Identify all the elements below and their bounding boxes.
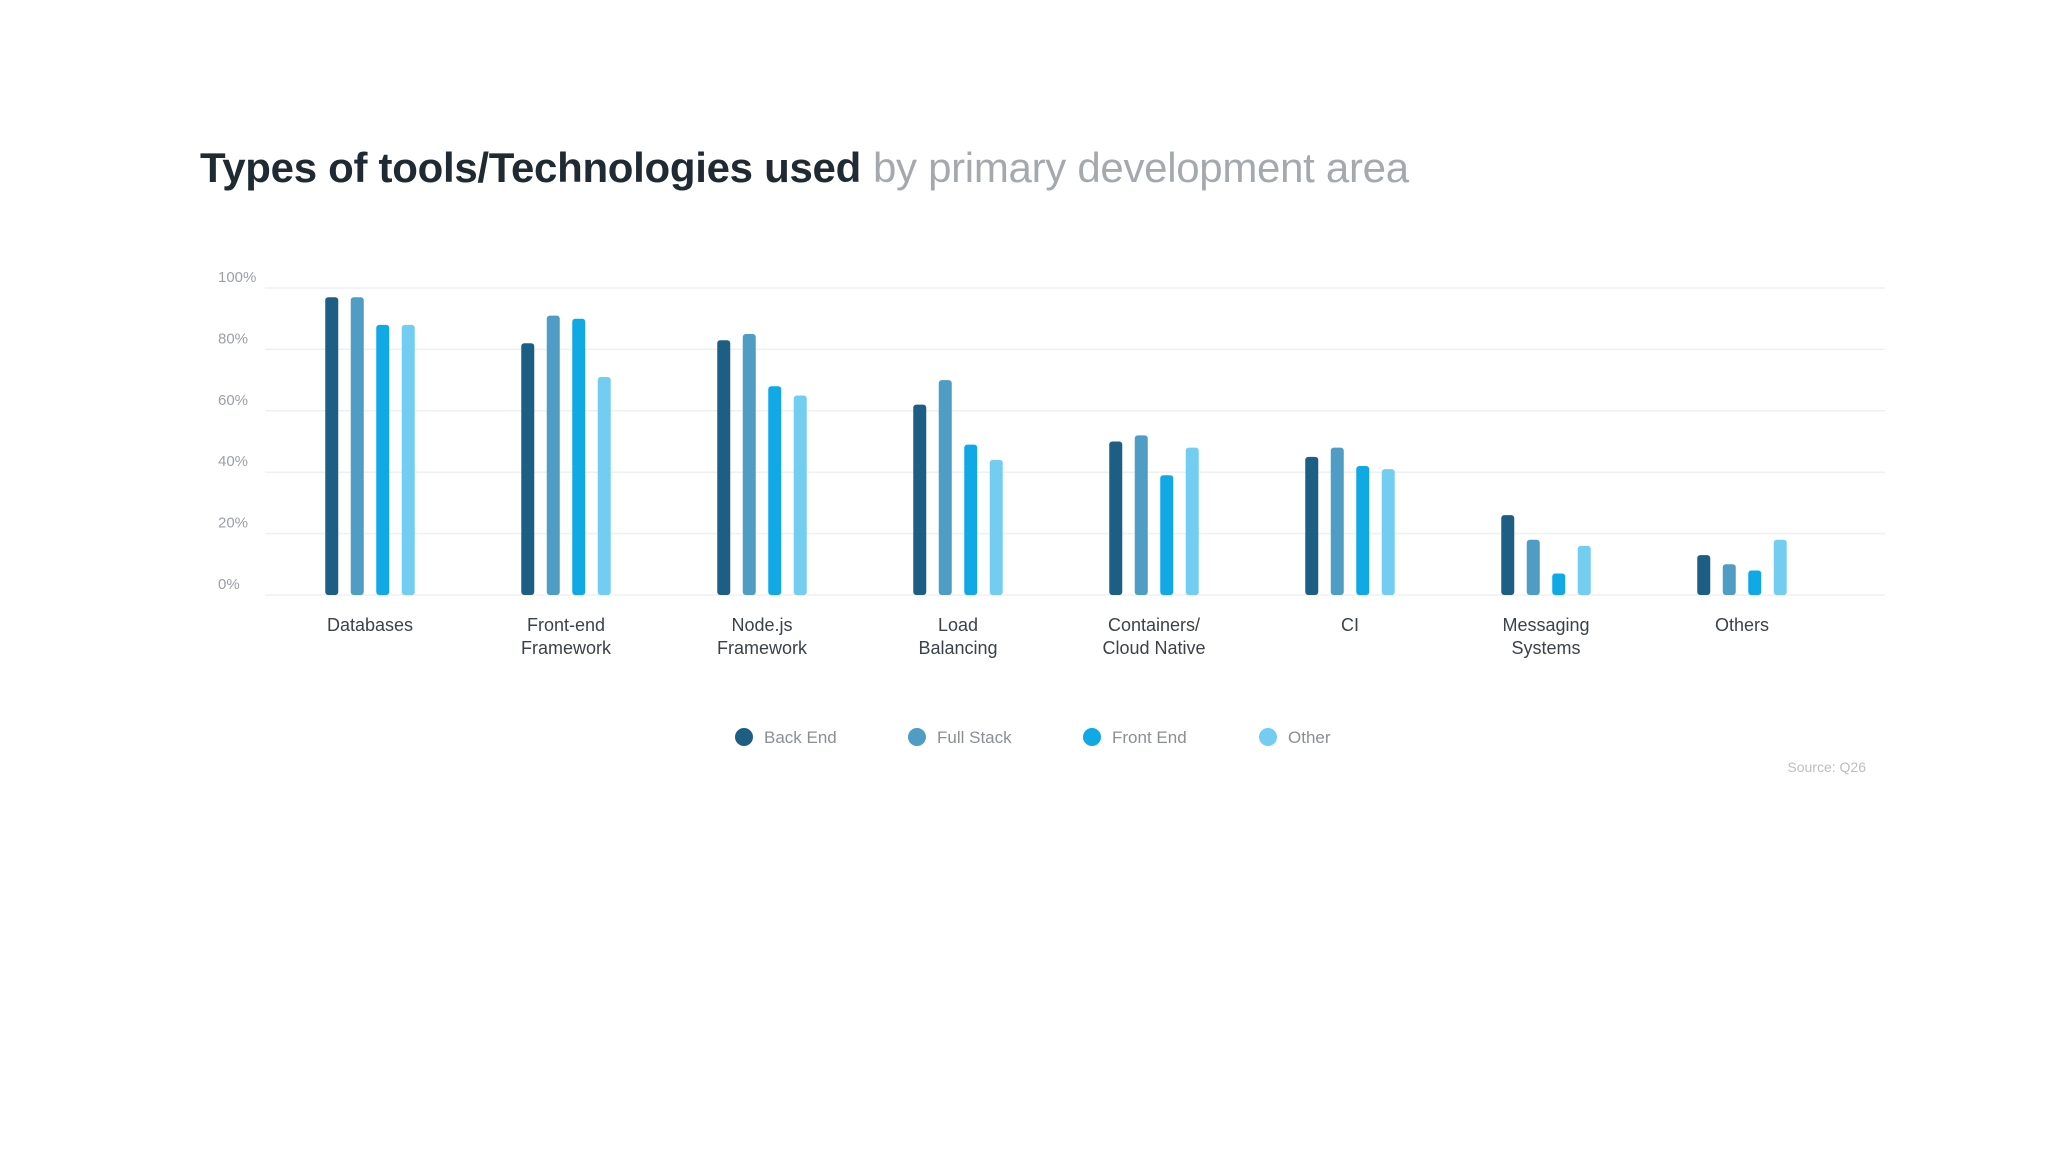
category-label: Node.js Framework <box>717 615 808 658</box>
bar-other <box>1577 545 1591 595</box>
y-tick-label: 60% <box>218 392 248 409</box>
bar-full-stack <box>1134 435 1148 595</box>
bar-other <box>1381 469 1395 595</box>
y-tick-label: 100% <box>218 269 256 286</box>
category-label: Front-end Framework <box>521 615 612 658</box>
category-label: CI <box>1341 615 1359 635</box>
bar-full-stack <box>742 334 756 595</box>
legend-label: Other <box>1288 728 1331 747</box>
chart-title-row: Types of tools/Technologies used by prima… <box>200 140 1409 196</box>
bar-front-end <box>1552 573 1566 595</box>
bar-full-stack <box>1722 564 1736 595</box>
legend-label: Full Stack <box>937 728 1012 747</box>
bar-front-end <box>768 386 782 595</box>
bar-back-end <box>1697 555 1711 595</box>
y-tick-label: 80% <box>218 330 248 347</box>
bar-front-end <box>1356 466 1370 595</box>
y-tick-label: 0% <box>218 576 240 593</box>
bar-full-stack <box>350 297 364 595</box>
legend-label: Front End <box>1112 728 1187 747</box>
bar-other <box>597 377 611 595</box>
bar-full-stack <box>1330 447 1344 595</box>
chart-subtitle: by primary development area <box>872 144 1409 191</box>
bar-back-end <box>717 340 731 595</box>
bar-full-stack <box>938 380 952 595</box>
bar-back-end <box>1109 441 1123 595</box>
bar-back-end <box>913 404 927 595</box>
bar-front-end <box>1748 570 1762 595</box>
legend-swatch <box>735 728 753 746</box>
legend-swatch <box>1259 728 1277 746</box>
bar-front-end <box>572 318 586 595</box>
y-tick-label: 20% <box>218 515 248 532</box>
bar-back-end <box>521 343 535 595</box>
source-note: Source: Q26 <box>1787 759 1866 775</box>
bar-other <box>793 395 807 595</box>
legend-swatch <box>908 728 926 746</box>
bar-full-stack <box>546 315 560 595</box>
category-label: Databases <box>327 615 413 635</box>
bar-other <box>1185 447 1199 595</box>
category-label: Messaging Systems <box>1502 615 1589 658</box>
bar-back-end <box>325 297 339 595</box>
bar-front-end <box>964 444 978 595</box>
bar-front-end <box>376 324 390 595</box>
bar-front-end <box>1160 475 1174 595</box>
category-label: Containers/Cloud Native <box>1102 615 1205 658</box>
chart-title: Types of tools/Technologies used <box>200 144 861 191</box>
category-label: Load Balancing <box>918 615 997 658</box>
category-label: Others <box>1715 615 1769 635</box>
y-tick-label: 40% <box>218 453 248 470</box>
bar-other <box>401 324 415 595</box>
bar-back-end <box>1501 515 1515 595</box>
bar-back-end <box>1305 456 1319 595</box>
legend-swatch <box>1083 728 1101 746</box>
bar-other <box>989 459 1003 595</box>
bar-full-stack <box>1526 539 1540 595</box>
legend-label: Back End <box>764 728 837 747</box>
bar-other <box>1773 539 1787 595</box>
